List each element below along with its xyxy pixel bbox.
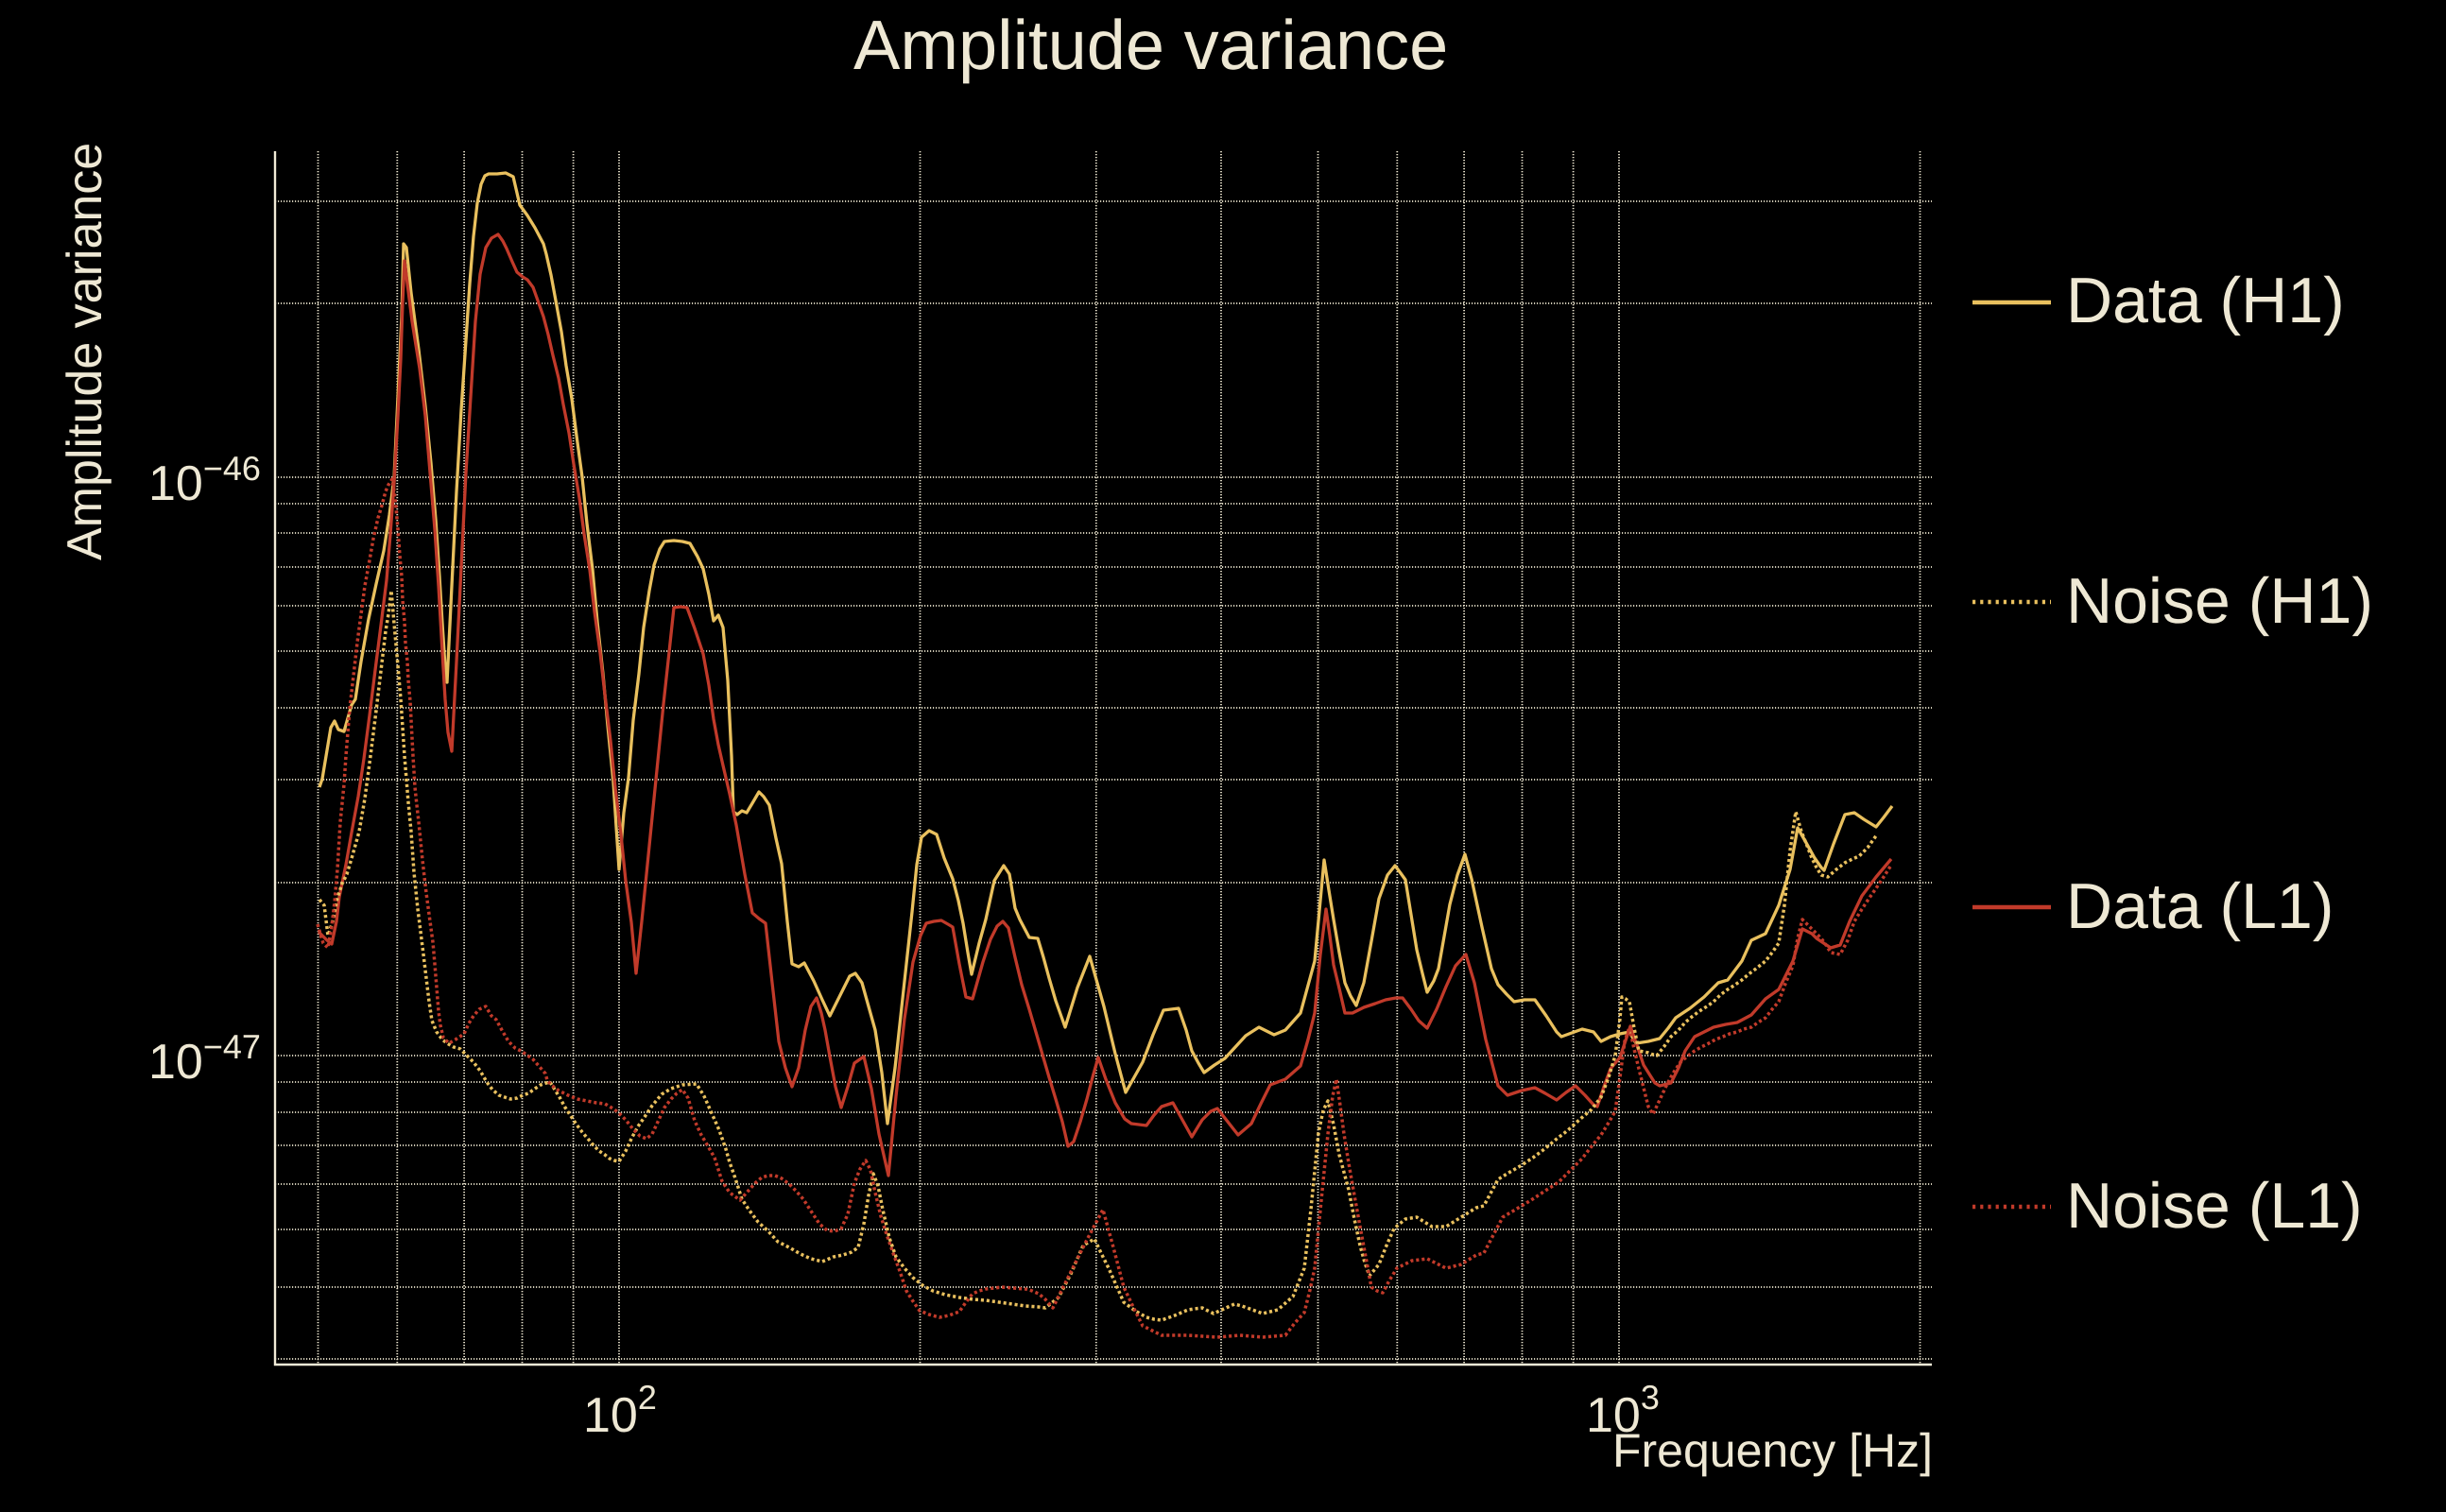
svg-text:10−47: 10−47	[148, 1027, 261, 1090]
svg-text:Data (H1): Data (H1)	[2066, 265, 2345, 336]
svg-text:Noise (L1): Noise (L1)	[2066, 1170, 2363, 1242]
svg-text:102: 102	[583, 1378, 657, 1443]
svg-text:Amplitude variance: Amplitude variance	[853, 6, 1448, 84]
svg-text:10−46: 10−46	[148, 449, 261, 511]
svg-text:Data (L1): Data (L1)	[2066, 870, 2334, 942]
svg-text:Amplitude variance: Amplitude variance	[58, 143, 112, 560]
svg-text:Noise (H1): Noise (H1)	[2066, 565, 2373, 637]
svg-text:Frequency [Hz]: Frequency [Hz]	[1612, 1424, 1933, 1477]
